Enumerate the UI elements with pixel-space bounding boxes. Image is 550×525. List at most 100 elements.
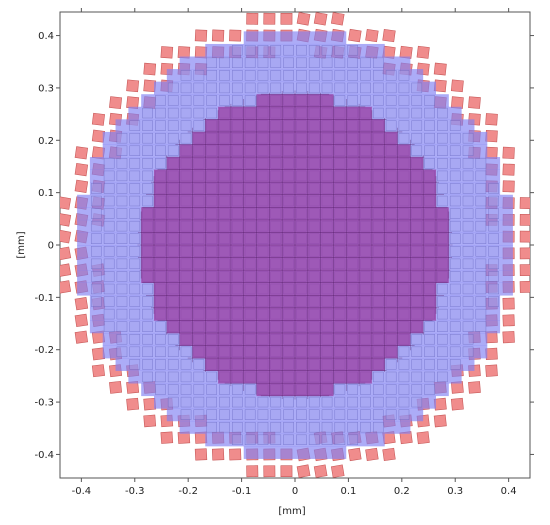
ring-square-point [263,12,276,25]
ring-square-point [60,229,72,244]
grid-square-point [270,434,282,446]
grid-square-point [449,233,461,244]
grid-square-point [437,334,448,345]
ring-square-point [433,62,447,76]
grid-square-point [206,421,218,433]
grid-square-point [90,296,102,307]
grid-square-point [231,95,243,106]
ring-square-point [348,447,362,462]
grid-square-point [449,246,461,257]
grid-square-point [142,145,153,156]
grid-square-point [488,283,500,295]
x-tick-label: -0.1 [232,486,252,497]
grid-square-point [449,220,461,232]
ring-square-point [485,146,498,159]
grid-square-point [360,421,371,433]
grid-square-point [475,296,487,307]
grid-square-point [155,334,166,345]
blue-disk-region-band [166,69,424,82]
x-tick-label: 0.2 [394,486,410,497]
grid-square-point [129,145,141,156]
grid-square-point [334,434,346,446]
ring-square-point [485,129,498,143]
grid-square-point [193,409,205,420]
grid-square-point [385,70,397,81]
ring-square-point [416,45,430,59]
grid-square-point [129,195,141,207]
ring-square-point [143,79,157,93]
grid-square-point [437,308,448,320]
grid-square-point [449,359,461,370]
blue-disk-region-band [243,446,347,459]
grid-square-point [142,158,153,169]
y-axis-ticks: 0.4 0.3 0.2 0.1 0 -0.1 -0.2 -0.3 -0.4 [34,31,534,461]
grid-square-point [142,120,153,131]
grid-square-point [206,371,218,383]
grid-square-point [90,183,102,194]
grid-square-point [167,396,179,408]
grid-square-point [116,334,128,345]
grid-square-point [296,70,307,81]
grid-square-point [437,145,448,156]
grid-square-point [449,321,461,332]
grid-square-point [296,421,307,433]
grid-square-point [462,195,474,207]
grid-square-point [116,271,128,282]
grid-square-point [308,409,320,420]
grid-square-point [398,70,410,81]
grid-square-point [167,132,179,144]
grid-square-point [231,57,243,69]
grid-square-point [321,396,333,408]
grid-square-point [270,421,282,433]
grid-square-point [270,82,282,94]
ring-square-point [91,364,106,378]
grid-square-point [411,107,423,119]
grid-square-point [475,258,487,270]
grid-square-point [193,120,205,131]
grid-square-point [231,384,243,395]
ring-square-point [280,465,293,478]
grid-square-point [270,57,282,69]
ring-square-point [263,465,276,478]
grid-square-point [411,384,423,395]
grid-square-point [475,158,487,169]
grid-square-point [155,132,166,144]
grid-square-point [372,371,384,383]
grid-square-point [488,296,500,307]
grid-square-point [244,421,256,433]
ring-square-point [296,464,311,478]
grid-square-point [347,82,359,94]
ring-square-point [60,280,72,294]
grid-square-point [180,346,192,358]
grid-square-point [244,82,256,94]
grid-square-point [462,271,474,282]
grid-square-point [475,170,487,182]
grid-square-point [129,308,141,320]
grid-square-point [462,296,474,307]
grid-square-point [219,384,230,395]
ring-square-point [485,347,498,361]
grid-square-point [398,371,410,383]
y-tick-label: -0.3 [34,398,54,409]
ring-square-point [74,330,89,344]
grid-square-point [103,308,115,320]
ring-square-point [502,331,515,344]
x-tick-label: -0.3 [125,486,145,497]
grid-square-point [449,308,461,320]
grid-square-point [231,44,243,56]
grid-square-point [437,195,448,207]
grid-square-point [283,82,294,94]
grid-square-point [193,384,205,395]
grid-square-point [372,396,384,408]
grid-square-point [142,321,153,332]
grid-square-point [257,57,269,69]
grid-square-point [437,170,448,182]
grid-square-point [308,434,320,446]
grid-square-point [129,283,141,295]
grid-square-point [193,359,205,370]
grid-square-point [424,321,435,332]
grid-square-point [334,70,346,81]
grid-square-point [424,107,435,119]
grid-square-point [103,258,115,270]
grid-square-point [462,334,474,345]
